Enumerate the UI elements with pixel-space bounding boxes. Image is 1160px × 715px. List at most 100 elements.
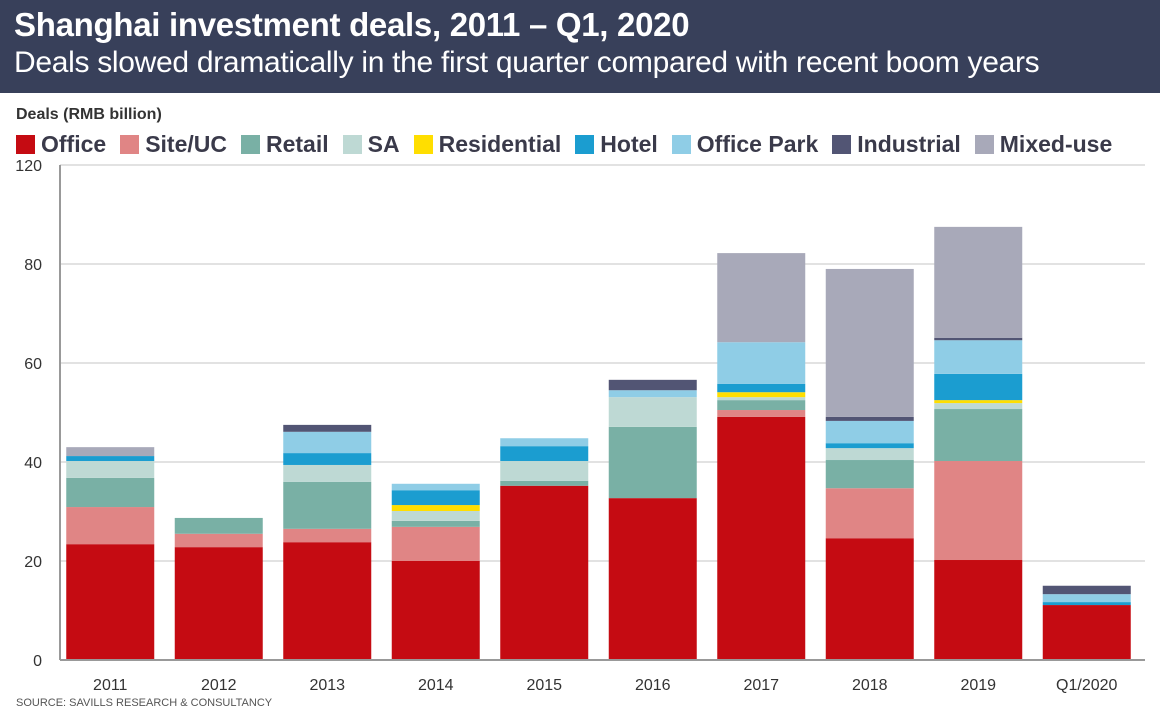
legend-label: Mixed-use — [999, 131, 1113, 157]
legend-label: SA — [367, 131, 400, 157]
bar-segment-office — [174, 547, 263, 660]
bar-segment-mixed-use — [66, 447, 155, 457]
bar-segment-residential — [717, 392, 806, 398]
bar-segment-hotel — [391, 490, 480, 506]
chart-title: Shanghai investment deals, 2011 – Q1, 20… — [14, 6, 690, 43]
bar-segment-sa — [934, 403, 1023, 410]
legend-label: Office Park — [696, 131, 819, 157]
legend-label: Retail — [265, 131, 329, 157]
bar-segment-mixed-use — [934, 226, 1023, 338]
bar-segment-residential — [934, 400, 1023, 404]
y-tick-label: 120 — [15, 158, 42, 175]
y-tick-label: 80 — [24, 257, 42, 274]
legend-swatch — [16, 135, 35, 154]
y-tick-label: 0 — [33, 653, 42, 670]
bar-segment-office — [825, 538, 914, 660]
legend-swatch — [413, 135, 433, 154]
bar-segment-office — [608, 498, 697, 660]
x-tick-label: 2018 — [852, 677, 888, 694]
legend-label: Site/UC — [145, 131, 227, 157]
bar-segment-retail — [717, 400, 806, 411]
bar-segment-office-park — [717, 342, 806, 384]
x-tick-label: 2016 — [635, 677, 671, 694]
legend: Office Site/UC Retail SA Residential Hotel Off… — [16, 131, 1126, 158]
bar-segment-hotel — [717, 383, 806, 393]
y-tick-label: 20 — [24, 554, 42, 571]
bar-segment-hotel — [934, 373, 1023, 401]
bar-segment-sa — [283, 464, 372, 482]
bar-segment-office-park — [1042, 594, 1131, 603]
bar-segment-industrial — [1042, 585, 1131, 595]
x-tick-label: 2015 — [526, 677, 562, 694]
legend-item: Mixed-use — [974, 131, 1113, 158]
legend-label: Residential — [438, 131, 562, 157]
legend-item: Office — [16, 131, 106, 158]
bar-segment-hotel — [66, 456, 155, 462]
y-tick-label: 60 — [24, 356, 42, 373]
bar-segment-retail — [608, 426, 697, 499]
bar-segment-hotel — [500, 446, 589, 462]
x-tick-label: 2011 — [93, 677, 128, 694]
bar-segment-office-park — [608, 390, 697, 398]
legend-swatch — [342, 135, 362, 154]
bar-segment-sa — [391, 511, 480, 521]
bar-segment-retail — [934, 409, 1023, 462]
bar-segment-sa — [825, 448, 914, 461]
bar-segment-office-park — [391, 483, 480, 491]
bar-segment-site-uc — [283, 528, 372, 543]
bar-segment-office — [1042, 605, 1131, 660]
y-axis-label: Deals (RMB billion) — [16, 106, 162, 123]
bar-segment-sa — [66, 461, 155, 478]
bar-segment-office-park — [934, 340, 1023, 374]
bar-segment-industrial — [608, 379, 697, 391]
legend-item: Hotel — [575, 131, 658, 158]
bar-segment-retail — [500, 480, 589, 486]
bar-segment-industrial — [825, 416, 914, 421]
bar-segment-site-uc — [66, 507, 155, 545]
legend-item: Industrial — [832, 131, 961, 158]
legend-item: Site/UC — [120, 131, 227, 158]
bar-segment-office — [283, 542, 372, 660]
bar-segment-sa — [500, 461, 589, 481]
bar-segment-retail — [825, 460, 914, 489]
bar-segment-site-uc — [717, 410, 806, 417]
bar-segment-office-park — [825, 420, 914, 444]
bar-segment-industrial — [934, 337, 1023, 341]
legend-swatch — [575, 135, 595, 154]
bar-segment-sa — [717, 397, 806, 401]
bar-segment-office-park — [500, 438, 589, 447]
bar-segment-office — [717, 416, 806, 660]
legend-label: Office — [41, 131, 107, 157]
bar-segment-site-uc — [934, 461, 1023, 561]
bar-segment-office-park — [283, 431, 372, 454]
bar-segment-residential — [391, 505, 480, 512]
legend-swatch — [832, 135, 852, 154]
bar-segment-sa — [608, 397, 697, 427]
header: Shanghai investment deals, 2011 – Q1, 20… — [0, 0, 1160, 93]
bar-segment-retail — [283, 481, 372, 529]
legend-item: Residential — [413, 131, 562, 158]
legend-swatch — [974, 135, 994, 154]
bar-segment-industrial — [283, 424, 372, 432]
bar-segment-hotel — [825, 443, 914, 449]
legend-swatch — [240, 135, 260, 154]
bar-segment-hotel — [283, 453, 372, 465]
bar-segment-mixed-use — [717, 253, 806, 343]
legend-item: SA — [342, 131, 400, 158]
legend-swatch — [120, 135, 140, 154]
chart-subtitle: Deals slowed dramatically in the first q… — [14, 46, 1040, 79]
x-tick-label: 2014 — [418, 677, 454, 694]
x-tick-label: 2019 — [960, 677, 996, 694]
bar-segment-office — [934, 560, 1023, 660]
bar-segment-office — [500, 485, 589, 660]
legend-item: Retail — [240, 131, 329, 158]
bar-segment-retail — [391, 520, 480, 527]
bar-segment-site-uc — [825, 488, 914, 539]
x-tick-label: 2017 — [743, 677, 779, 694]
bar-segment-mixed-use — [825, 268, 914, 417]
bar-segment-site-uc — [174, 533, 263, 548]
source-note: SOURCE: SAVILLS RESEARCH & CONSULTANCY — [16, 697, 273, 709]
y-tick-label: 40 — [24, 455, 42, 472]
x-tick-label: Q1/2020 — [1056, 677, 1117, 694]
